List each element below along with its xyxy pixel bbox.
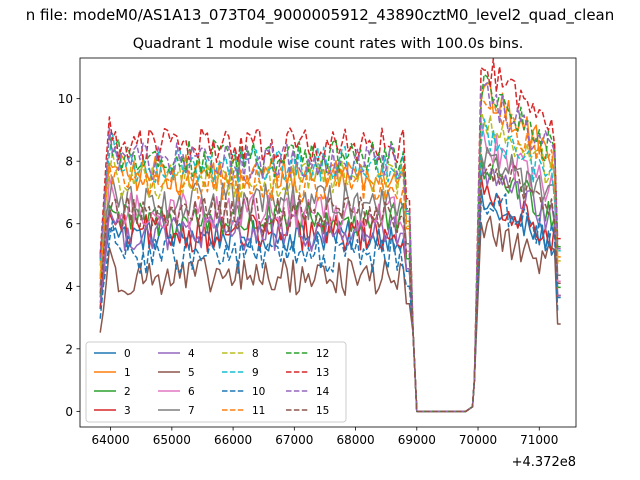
legend-label-12: 12 (316, 348, 329, 360)
y-tick-label: 6 (65, 217, 73, 231)
series-line-13 (99, 58, 561, 413)
legend-box (85, 341, 347, 423)
figure-suptitle: n file: modeM0/AS1A13_073T04_9000005912_… (25, 6, 615, 24)
legend-label-6: 6 (188, 386, 195, 398)
plot-frame (79, 57, 577, 428)
legend-label-13: 13 (316, 367, 329, 379)
series-line-10 (99, 191, 561, 413)
y-tick-label: 2 (65, 342, 73, 356)
series-line-6 (99, 120, 561, 413)
legend-label-2: 2 (124, 386, 131, 398)
legend-label-7: 7 (188, 405, 195, 417)
legend-label-4: 4 (188, 348, 195, 360)
y-tick-label: 8 (65, 155, 73, 169)
series-lines (99, 58, 561, 413)
x-tick-label: 67000 (275, 433, 313, 447)
x-offset-label: +4.372e8 (512, 455, 576, 470)
y-axis: 0 2 4 6 8 10 (58, 92, 80, 419)
series-line-15 (99, 163, 561, 413)
legend-label-1: 1 (124, 367, 131, 379)
x-tick-label: 69000 (398, 433, 436, 447)
legend-label-11: 11 (252, 405, 265, 417)
legend-label-14: 14 (316, 386, 330, 398)
x-tick-label: 66000 (214, 433, 252, 447)
series-line-7 (99, 146, 561, 413)
legend-label-3: 3 (124, 405, 131, 417)
series-line-11 (99, 95, 561, 413)
legend-label-0: 0 (124, 348, 131, 360)
y-tick-label: 10 (58, 92, 73, 106)
legend-label-15: 15 (316, 405, 329, 417)
x-axis: 64000 65000 66000 67000 68000 69000 70000 71000 (92, 427, 558, 447)
series-line-3 (99, 174, 561, 413)
chart-title: Quadrant 1 module wise count rates with … (132, 36, 524, 52)
x-tick-label: 71000 (520, 433, 558, 447)
x-tick-label: 65000 (153, 433, 191, 447)
legend-label-10: 10 (252, 386, 265, 398)
x-tick-label: 64000 (92, 433, 130, 447)
legend-label-9: 9 (252, 367, 259, 379)
legend-label-5: 5 (188, 367, 195, 379)
x-tick-label: 70000 (459, 433, 497, 447)
series-line-5 (99, 215, 561, 413)
y-tick-label: 4 (65, 280, 73, 294)
legend-label-8: 8 (252, 348, 259, 360)
y-tick-label: 0 (65, 405, 73, 419)
x-tick-label: 68000 (336, 433, 374, 447)
